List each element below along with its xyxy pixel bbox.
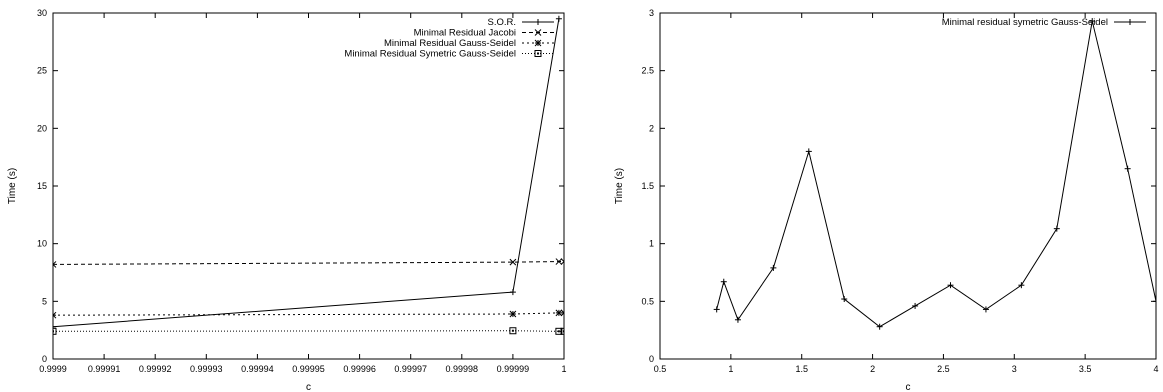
- x-tick-label: 4: [1153, 364, 1158, 374]
- series-line: [716, 20, 1156, 328]
- x-tick-label: 0.99998: [446, 364, 479, 374]
- legend-label: S.O.R.: [487, 17, 516, 28]
- x-tick-label: 1: [728, 364, 733, 374]
- data-point: [509, 310, 517, 318]
- y-tick-label: 1.5: [641, 181, 654, 191]
- y-tick-label: 0: [42, 354, 47, 364]
- x-axis-title: c: [906, 382, 911, 392]
- series-line: [53, 18, 560, 328]
- y-axis-title: Time (s): [7, 168, 18, 204]
- x-tick-label: 0.5: [654, 364, 667, 374]
- data-point: [53, 261, 57, 266]
- y-tick-label: 10: [37, 239, 47, 249]
- y-tick-label: 2.5: [641, 66, 654, 76]
- y-tick-label: 3: [649, 8, 654, 18]
- series-1: [713, 18, 1156, 330]
- data-point: [53, 327, 57, 335]
- series-2: [53, 258, 564, 268]
- y-tick-label: 30: [37, 8, 47, 18]
- x-tick-label: 0.99991: [88, 364, 121, 374]
- data-point: [560, 258, 564, 263]
- data-point: [557, 330, 560, 333]
- x-tick-label: 0.9999: [39, 364, 67, 374]
- series-1: [53, 15, 562, 330]
- x-tick-label: 2: [870, 364, 875, 374]
- legend-label: Minimal Residual Gauss-Seidel: [384, 38, 516, 49]
- x-axis-title: c: [306, 382, 311, 392]
- y-tick-label: 2: [649, 123, 654, 133]
- x-tick-label: 1.5: [795, 364, 808, 374]
- data-point: [53, 263, 57, 268]
- legend-label: Minimal Residual Symetric Gauss-Seidel: [344, 49, 516, 60]
- x-tick-label: 3.5: [1079, 364, 1092, 374]
- legend-marker: [537, 52, 539, 55]
- y-axis-title: Time (s): [614, 168, 625, 204]
- data-point: [53, 330, 54, 333]
- series-3: [53, 309, 564, 319]
- y-tick-label: 0.5: [641, 296, 654, 306]
- plot-frame: [659, 12, 1157, 360]
- legend-marker: [534, 50, 542, 57]
- data-point: [560, 312, 564, 317]
- chart-left: 0.9999 0.99991 0.99992 0.99993 0.99994 0.9999…: [7, 8, 567, 392]
- x-tick-label: 0.99995: [292, 364, 325, 374]
- data-point: [53, 311, 57, 316]
- x-tick-label: 2.5: [937, 364, 950, 374]
- data-point: [560, 260, 564, 265]
- y-tick-label: 25: [37, 66, 47, 76]
- data-point: [509, 327, 517, 335]
- data-point: [560, 309, 564, 314]
- series-line: [53, 261, 564, 265]
- y-tick-label: 0: [649, 354, 654, 364]
- data-point: [511, 329, 514, 332]
- x-tick-label: 0.99994: [241, 364, 274, 374]
- series-line: [53, 312, 564, 316]
- data-point: [555, 309, 563, 317]
- legend-marker: [534, 39, 542, 47]
- data-point: [560, 327, 564, 335]
- x-tick-label: 0.99999: [497, 364, 530, 374]
- y-tick-label: 15: [37, 181, 47, 191]
- y-tick-label: 5: [42, 296, 47, 306]
- x-tick-label: 0.99996: [343, 364, 376, 374]
- series-4: [53, 327, 564, 335]
- data-point: [53, 314, 57, 319]
- x-tick-label: 0.99997: [394, 364, 427, 374]
- legend-marker: [534, 29, 542, 36]
- x-tick-label: 0.99993: [190, 364, 223, 374]
- legend-label: Minimal Residual Jacobi: [414, 28, 516, 39]
- data-point: [555, 258, 563, 265]
- series-line: [53, 330, 564, 332]
- x-tick-label: 0.99992: [139, 364, 172, 374]
- data-point: [555, 327, 563, 335]
- legend-label: Minimal residual symetric Gauss-Seidel: [942, 17, 1108, 28]
- y-tick-label: 20: [37, 123, 47, 133]
- x-tick-label: 3: [1012, 364, 1017, 374]
- y-tick-label: 1: [649, 239, 654, 249]
- x-tick-label: 1: [561, 364, 566, 374]
- data-point: [509, 258, 517, 266]
- data-point: [563, 330, 564, 333]
